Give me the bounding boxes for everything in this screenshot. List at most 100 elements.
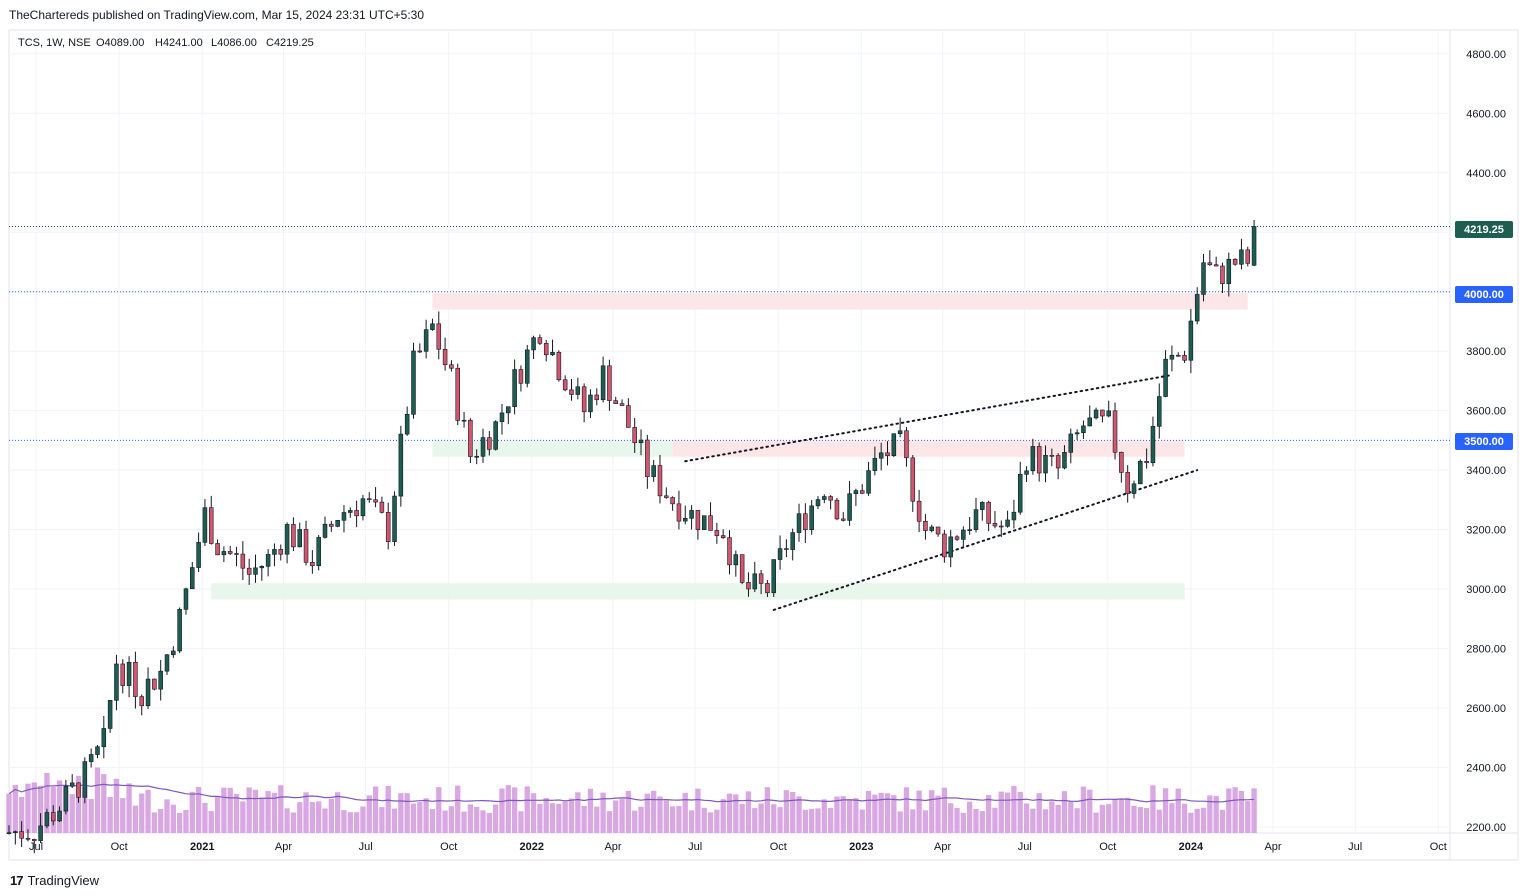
volume-bar — [1188, 812, 1194, 833]
volume-bar — [701, 807, 707, 833]
volume-bar — [1125, 797, 1131, 833]
candle-body — [885, 452, 890, 457]
candle-body — [348, 510, 353, 513]
price-chart[interactable]: 2200.00 2400.00 2600.00 2800.00 3000.00 3200.… — [0, 0, 1527, 866]
candle-body — [929, 526, 935, 531]
volume-bar — [688, 810, 695, 833]
candle-body — [619, 403, 625, 406]
volume-bar — [853, 798, 859, 833]
volume-bar — [492, 804, 499, 833]
volume-bar — [884, 793, 891, 833]
candle-body — [878, 452, 884, 459]
volume-bar — [360, 806, 366, 833]
volume-bar — [594, 806, 600, 833]
volume-bar — [537, 803, 543, 833]
volume-bar — [107, 796, 113, 833]
candle-body — [1017, 473, 1023, 513]
time-tick-label: Oct — [111, 841, 128, 853]
demand-zone — [211, 583, 1185, 600]
candle-body — [1119, 451, 1124, 473]
candle-body — [259, 565, 265, 569]
price-tick-label: 4800.00 — [1466, 49, 1506, 61]
candle-body — [828, 496, 833, 501]
candle-body — [423, 329, 429, 352]
time-tick-label: Oct — [440, 841, 457, 853]
price-badge-3500: 3500.00 — [1455, 433, 1513, 450]
time-tick-label: Apr — [604, 841, 621, 853]
candle-body — [550, 351, 555, 356]
candle-body — [923, 520, 928, 531]
candle-body — [664, 495, 669, 498]
candle-body — [234, 553, 239, 555]
volume-bar — [391, 808, 398, 833]
candle-body — [1125, 472, 1130, 494]
candle-body — [107, 700, 113, 729]
candle-body — [177, 609, 182, 652]
candle-body — [1220, 265, 1225, 285]
volume-bar — [941, 787, 948, 833]
volume-bar — [246, 787, 252, 833]
candle-body — [537, 337, 543, 344]
volume-bar — [120, 798, 126, 833]
candle-body — [455, 367, 460, 421]
candle-body — [88, 754, 94, 762]
candle-body — [562, 379, 568, 391]
time-tick-label: 2024 — [1179, 841, 1204, 853]
candle-body — [518, 369, 524, 384]
price-tick-label: 3800.00 — [1466, 346, 1506, 358]
candle-body — [278, 549, 284, 555]
volume-bar — [903, 787, 910, 833]
candle-body — [139, 696, 144, 707]
volume-moving-average — [8, 783, 1255, 803]
ohlc-legend: TCS, 1W, NSE O4089.00 H4241.00 L4086.00 … — [18, 37, 314, 49]
candle-body — [613, 400, 618, 404]
candle-body — [904, 430, 909, 459]
price-tick-label: 3400.00 — [1466, 465, 1506, 477]
volume-bar — [259, 797, 265, 833]
price-badge-last: 4219.25 — [1455, 221, 1513, 238]
volume-bar — [821, 799, 827, 833]
volume-bar — [284, 808, 290, 833]
volume-bar — [657, 796, 663, 833]
candle-body — [980, 501, 985, 510]
candle-body — [588, 394, 593, 413]
volume-bar — [979, 811, 985, 833]
volume-bar — [1175, 788, 1181, 833]
candle-body — [841, 518, 846, 521]
price-tick-label: 2400.00 — [1466, 763, 1506, 775]
volume-bar — [31, 782, 37, 833]
volume-bar — [1213, 795, 1219, 833]
volume-bar — [82, 786, 88, 833]
volume-bar — [1049, 801, 1055, 833]
candle-body — [1201, 262, 1206, 295]
candle-body — [935, 526, 941, 535]
volume-bar — [75, 775, 82, 833]
supply-zone — [432, 293, 1248, 310]
candle-body — [733, 554, 739, 566]
time-axis[interactable]: Jul Oct 2021 Apr Jul Oct 2022 Apr Jul Oct 2023 Apr J… — [29, 841, 1447, 853]
candle-body — [322, 523, 328, 538]
volume-bar — [1087, 789, 1093, 833]
candle-body — [171, 650, 176, 656]
volume-bar — [973, 808, 979, 833]
volume-bar — [518, 811, 524, 833]
volume-bar — [1112, 799, 1118, 833]
volume-bar — [145, 789, 151, 833]
volume-bar — [739, 803, 745, 833]
price-badge-last-label: 4219.25 — [1464, 224, 1504, 236]
volume-bar — [745, 791, 752, 833]
candle-body — [329, 523, 334, 527]
volume-bar — [1232, 787, 1238, 833]
candle-body — [720, 535, 726, 539]
volume-bar — [859, 809, 865, 833]
candle-body — [973, 509, 979, 530]
candle-body — [594, 394, 600, 401]
time-tick-label: Jul — [1018, 841, 1032, 853]
candle-body — [512, 369, 517, 407]
candle-body — [227, 551, 233, 554]
candle-body — [379, 501, 385, 513]
volume-bar — [132, 805, 139, 833]
time-tick-label: Jul — [359, 841, 373, 853]
volume-bar — [644, 793, 650, 833]
candle-body — [202, 507, 208, 543]
